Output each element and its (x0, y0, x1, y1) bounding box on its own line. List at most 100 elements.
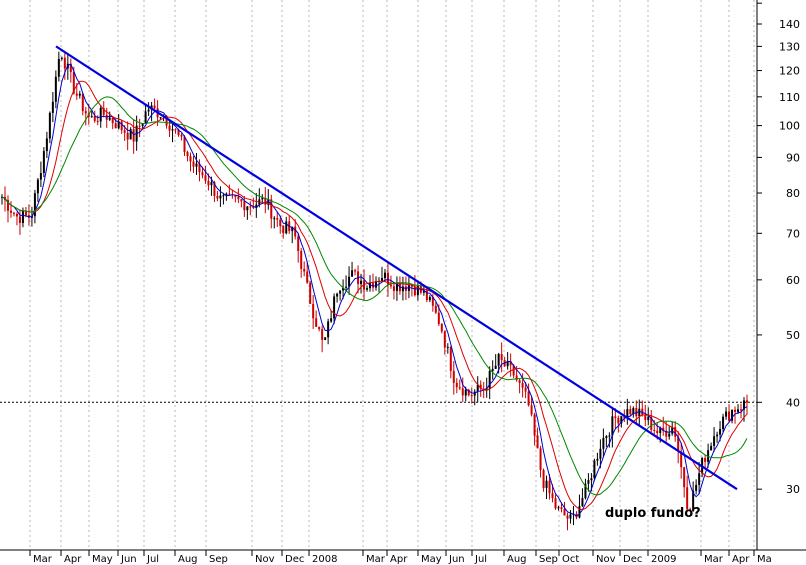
grid (29, 0, 755, 550)
candle-body-128 (383, 272, 386, 279)
candle-body-199 (596, 458, 599, 461)
candle-body-53 (159, 117, 162, 119)
candle-body-176 (527, 391, 530, 406)
candle-body-106 (318, 326, 321, 330)
y-tick-label-60: 60 (786, 274, 800, 287)
candle-body-211 (632, 408, 635, 415)
candle-body-180 (539, 448, 542, 470)
candle-body-47 (141, 123, 144, 126)
candle-body-68 (204, 175, 207, 181)
candle-body-42 (126, 132, 129, 140)
candle-body-170 (509, 361, 512, 366)
candle-body-189 (566, 515, 569, 519)
candle-body-17 (51, 101, 54, 113)
candle-body-11 (33, 193, 36, 217)
candle-body-244 (731, 409, 734, 421)
candle-body-184 (551, 493, 554, 499)
candle-body-78 (234, 195, 237, 197)
candle-body-121 (363, 280, 366, 290)
candle-body-149 (446, 347, 449, 349)
candle-body-116 (348, 276, 351, 287)
candle-body-223 (668, 433, 671, 437)
candle-body-164 (491, 368, 494, 372)
y-tick-label-50: 50 (786, 329, 800, 342)
candle-body-240 (719, 429, 722, 435)
y-tick-label-70: 70 (786, 227, 800, 240)
candle-body-100 (300, 250, 303, 269)
candle-body-182 (545, 480, 548, 488)
candle-body-139 (416, 285, 419, 296)
candle-body-70 (210, 182, 213, 186)
candle-body-207 (620, 416, 623, 424)
candle-body-177 (530, 405, 533, 415)
x-tick-label-13: Jun (448, 554, 465, 565)
candle-body-141 (422, 290, 425, 293)
candle-body-123 (369, 283, 372, 289)
candle-body-154 (461, 388, 464, 396)
candle-body-20 (60, 57, 63, 59)
candle-body-41 (123, 130, 126, 133)
candle-body-91 (273, 218, 276, 220)
candle-body-174 (521, 382, 524, 388)
candle-body-237 (710, 445, 713, 451)
candle-body-160 (479, 384, 482, 389)
y-tick-label-90: 90 (786, 151, 800, 164)
candle-body-247 (740, 409, 743, 411)
candle-body-231 (692, 490, 695, 512)
candle-body-212 (635, 408, 638, 417)
candle-body-120 (360, 280, 363, 285)
candle-body-15 (45, 138, 48, 152)
candle-body-225 (674, 427, 677, 437)
candle-body-104 (312, 303, 315, 319)
candle-body-238 (713, 436, 716, 446)
x-tick-label-3: Jun (120, 554, 137, 565)
candle-body-109 (327, 321, 330, 338)
candle-body-131 (392, 286, 395, 291)
candle-body-215 (644, 414, 647, 420)
candle-body-16 (48, 112, 51, 139)
candle-body-5 (15, 213, 18, 217)
candle-body-155 (464, 389, 467, 396)
candle-body-156 (467, 389, 470, 396)
candle-body-43 (129, 129, 132, 140)
candle-body-136 (407, 285, 410, 291)
candle-body-72 (216, 195, 219, 199)
candle-body-147 (440, 323, 443, 332)
candle-body-24 (72, 72, 75, 94)
candle-body-59 (177, 129, 180, 136)
y-tick-label-80: 80 (786, 187, 800, 200)
candle-body-14 (42, 151, 45, 174)
candle-body-142 (425, 290, 428, 301)
candle-body-111 (333, 296, 336, 319)
candle-body-235 (704, 457, 707, 462)
candle-body-90 (270, 199, 273, 219)
candle-body-12 (36, 179, 39, 194)
candle-body-8 (24, 210, 27, 216)
candle-body-37 (111, 117, 114, 124)
candle-body-95 (285, 221, 288, 234)
candle-body-196 (587, 480, 590, 484)
candle-body-213 (638, 408, 641, 417)
candle-body-241 (722, 416, 725, 430)
candle-body-245 (734, 409, 737, 412)
x-tick-label-18: Nov (596, 554, 616, 565)
candle-body-101 (303, 268, 306, 272)
candle-body-97 (291, 226, 294, 232)
x-tick-label-14: Jul (474, 554, 487, 565)
x-tick-label-1: Apr (64, 554, 82, 565)
candle-body-81 (243, 201, 246, 211)
candle-body-137 (410, 285, 413, 287)
candle-body-83 (249, 206, 252, 208)
candle-body-82 (246, 206, 249, 211)
candle-body-2 (6, 199, 9, 211)
trendline-group (55, 45, 738, 491)
candle-body-187 (560, 507, 563, 510)
candle-body-148 (443, 331, 446, 348)
x-tick-label-9: 2008 (312, 554, 337, 565)
candle-body-249 (746, 400, 748, 403)
candle-body-87 (261, 197, 264, 200)
candle-body-166 (497, 354, 500, 366)
candle-body-40 (120, 121, 123, 131)
candle-body-229 (686, 487, 689, 510)
